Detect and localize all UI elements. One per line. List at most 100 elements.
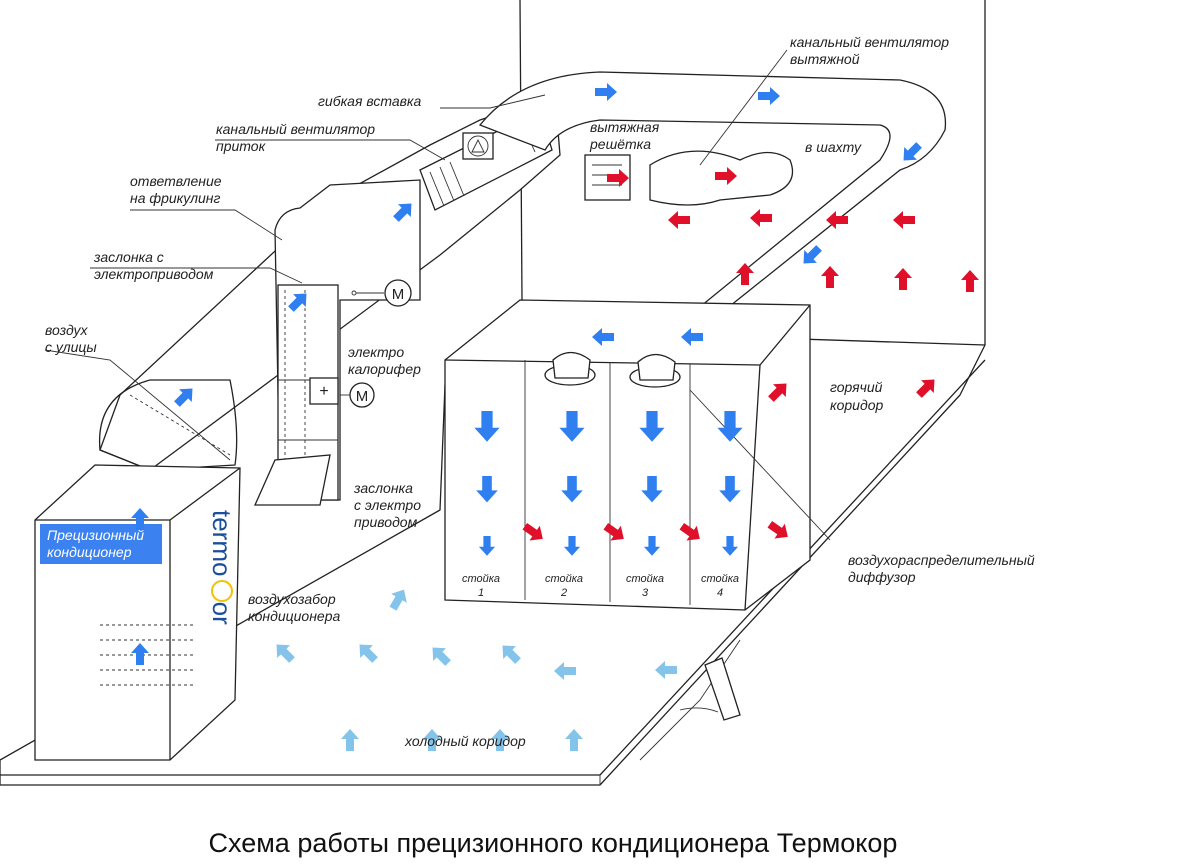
damper-motor-icon <box>384 279 412 307</box>
label-supply-fan-1: канальный вентилятор <box>216 121 375 137</box>
rack-3-number: 3 <box>642 587 649 599</box>
supply-down-arrow-icon <box>563 535 581 556</box>
label-exhaust-fan-2: вытяжной <box>790 51 860 67</box>
cold-air-arrow-icon <box>655 661 677 679</box>
label-damper2-1: заслонка <box>353 480 413 496</box>
supply-air-arrow-icon <box>758 87 780 105</box>
label-heater-1: электро <box>348 344 404 360</box>
cold-air-arrow-icon <box>565 729 583 751</box>
hot-air-arrow-icon <box>607 169 629 187</box>
hot-air-arrow-icon <box>603 522 624 541</box>
label-damper-1: заслонка с <box>93 249 164 265</box>
label-supply-fan-2: приток <box>216 138 267 154</box>
supply-down-arrow-icon <box>559 411 585 442</box>
supply-air-arrow-icon <box>803 245 822 264</box>
ac-supply-arrow-icon <box>131 508 149 530</box>
supply-down-arrow-icon <box>641 475 663 503</box>
motor-label-2: M <box>356 388 369 405</box>
hot-air-arrow-icon <box>679 522 700 541</box>
label-flex-insert: гибкая вставка <box>318 93 422 109</box>
supply-air-arrow-icon <box>595 83 617 101</box>
supply-air-arrow-icon <box>288 293 307 312</box>
ac-label-panel <box>40 524 162 564</box>
supply-air-arrow-icon <box>592 328 614 346</box>
label-damper-2: электроприводом <box>94 266 214 282</box>
hot-air-arrow-icon <box>767 520 788 539</box>
label-freecooling-1: ответвление <box>130 173 222 189</box>
rack-1-label: стойка <box>462 573 500 585</box>
ac-label-line1: Прецизионный <box>47 527 144 543</box>
cold-air-arrow-icon <box>432 647 451 666</box>
hot-air-arrow-icon <box>522 522 543 541</box>
hot-air-arrow-icon <box>893 211 915 229</box>
label-damper2-2: с электро <box>354 497 421 513</box>
rack-2-number: 2 <box>560 587 567 599</box>
diagram-title: Схема работы прецизионного кондиционера … <box>209 828 898 858</box>
label-freecooling-2: на фрикулинг <box>130 190 220 206</box>
motor-label: M <box>392 286 405 303</box>
ac-supply-arrow-icon <box>131 643 149 665</box>
cold-air-arrow-icon <box>491 729 509 751</box>
supply-down-arrow-icon <box>639 411 665 442</box>
label-intake-2: кондиционера <box>248 608 340 624</box>
hot-air-arrow-icon <box>668 211 690 229</box>
cold-air-arrow-icon <box>276 644 295 663</box>
hot-air-arrow-icon <box>916 379 935 398</box>
label-grille-2: решётка <box>589 136 651 152</box>
supply-down-arrow-icon <box>474 411 500 442</box>
freecooling-branch: + M M <box>253 179 421 506</box>
label-hot-corridor-1: горячий <box>830 379 883 395</box>
rack-2-label: стойка <box>545 573 583 585</box>
brand-logo-text: termo or <box>207 510 237 625</box>
room-outline <box>0 0 986 786</box>
label-to-shaft: в шахту <box>805 139 862 155</box>
cold-air-arrow-icon <box>554 662 576 680</box>
cold-air-arrow-icon <box>389 589 407 611</box>
hot-air-arrow-icon <box>821 266 839 288</box>
leader-lines <box>44 49 831 541</box>
label-cold-corridor: холодный коридор <box>404 733 526 749</box>
supply-down-arrow-icon <box>643 535 661 556</box>
hot-air-arrow-icon <box>750 209 772 227</box>
precision-ac-unit: Прецизионный кондиционер termo or <box>34 464 241 761</box>
supply-air-arrow-icon <box>174 388 193 407</box>
rack-block <box>444 299 811 611</box>
airflow-arrows <box>131 83 979 751</box>
cold-air-arrow-icon <box>502 645 521 664</box>
label-intake-1: воздухозабор <box>248 591 336 607</box>
brand-logo-circle-icon <box>211 580 233 602</box>
hot-air-arrow-icon <box>715 167 737 185</box>
heater-motor-icon <box>349 382 375 408</box>
hot-air-arrow-icon <box>768 383 787 402</box>
hot-air-arrow-icon <box>826 211 848 229</box>
supply-down-arrow-icon <box>719 475 741 503</box>
rack-1-number: 1 <box>478 587 484 599</box>
brand-logo: termo or <box>207 510 237 625</box>
label-outside-air-1: воздух <box>45 322 89 338</box>
cold-air-arrow-icon <box>359 644 378 663</box>
supply-down-arrow-icon <box>478 535 496 556</box>
cold-air-arrow-icon <box>341 729 359 751</box>
heater-plus-icon: + <box>319 383 328 400</box>
rack-4-label: стойка <box>701 573 739 585</box>
cold-air-arrow-icon <box>423 729 441 751</box>
supply-air-arrow-icon <box>681 328 703 346</box>
label-grille-1: вытяжная <box>590 119 660 135</box>
rack-3-label: стойка <box>626 573 664 585</box>
hot-air-arrow-icon <box>736 263 754 285</box>
hot-air-arrow-icon <box>894 268 912 290</box>
supply-air-arrow-icon <box>393 203 412 222</box>
supply-down-arrow-icon <box>476 475 498 503</box>
ac-label-line2: кондиционер <box>47 544 132 560</box>
label-diffuser-1: воздухораспределительный <box>848 552 1035 568</box>
supply-air-arrow-icon <box>903 142 922 161</box>
label-heater-2: калорифер <box>348 361 421 377</box>
supply-down-arrow-icon <box>561 475 583 503</box>
labels: канальный вентилятор вытяжной гибкая вст… <box>45 34 1035 749</box>
rack-4-number: 4 <box>717 587 723 599</box>
label-hot-corridor-2: коридор <box>830 397 883 413</box>
hot-air-arrow-icon <box>961 270 979 292</box>
label-outside-air-2: с улицы <box>45 339 97 355</box>
label-exhaust-fan-1: канальный вентилятор <box>790 34 949 50</box>
